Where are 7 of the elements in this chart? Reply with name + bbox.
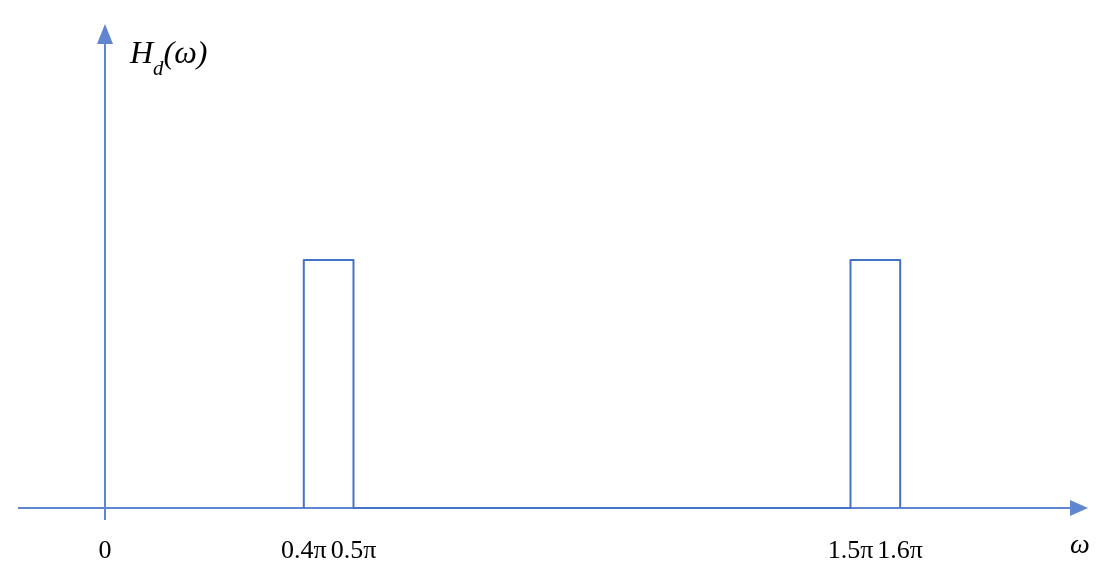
x-axis-title: ω (1070, 528, 1090, 559)
x-tick-label: 0.5π (330, 535, 377, 564)
text: H$_{d}$(ω) (129, 34, 208, 79)
x-tick-label: 0 (98, 535, 112, 564)
x-tick-label: 0.4π (280, 535, 327, 564)
x-tick-label: 1.5π (827, 535, 874, 564)
x-tick-label: 1.6π (877, 535, 923, 564)
